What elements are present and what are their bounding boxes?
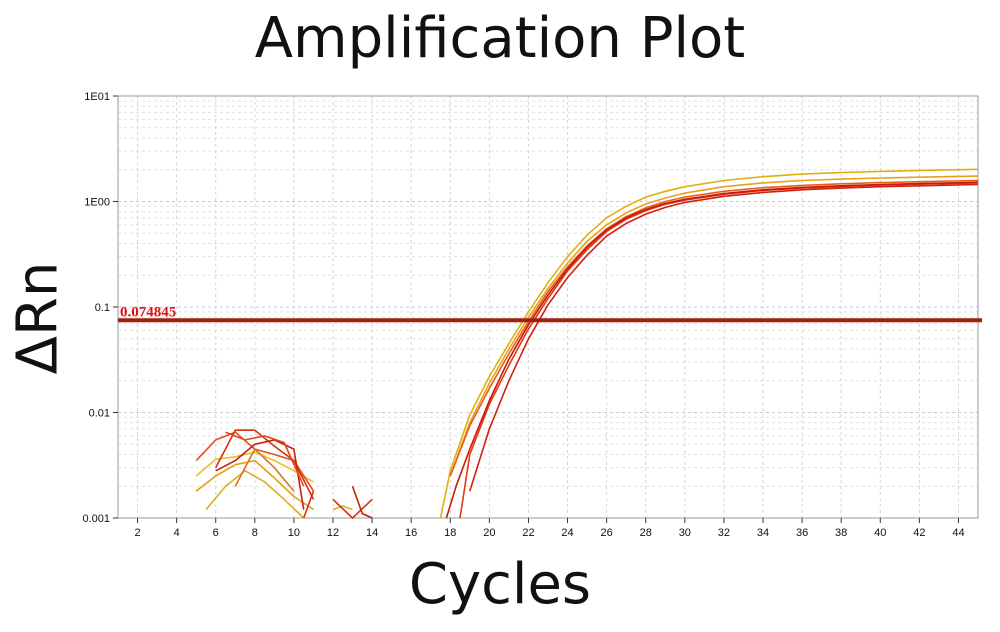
x-tick-label: 6 [213, 527, 219, 539]
series-line-16 [332, 505, 353, 511]
x-tick-label: 24 [561, 527, 573, 539]
x-tick-label: 22 [522, 527, 534, 539]
x-tick-label: 36 [796, 527, 808, 539]
x-tick-label: 38 [835, 527, 847, 539]
x-tick-label: 10 [288, 527, 300, 539]
series-line-15 [302, 490, 315, 519]
x-tick-label: 28 [640, 527, 652, 539]
series-line-11 [214, 429, 315, 500]
x-tick-label: 40 [874, 527, 886, 539]
x-tick-label: 18 [444, 527, 456, 539]
y-tick-label: 1E01 [84, 91, 110, 103]
x-tick-label: 8 [252, 527, 258, 539]
series-line-12 [215, 439, 305, 510]
y-tick-label: 0.01 [89, 408, 110, 420]
series-line-3 [449, 179, 979, 477]
x-tick-label: 26 [601, 527, 613, 539]
x-axis-ticks: 2 4 6 8 10 12 14 16 18 20 22 24 26 28 30 32 34 36 38 40 42 44 [134, 518, 965, 539]
x-axis-label: Cycles [408, 552, 592, 617]
x-tick-label: 4 [174, 527, 180, 539]
y-axis-ticks: 0.001 0.01 0.1 1E00 1E01 [82, 91, 118, 525]
series-line-7 [195, 451, 314, 483]
x-tick-label: 20 [483, 527, 495, 539]
x-tick-label: 34 [757, 527, 769, 539]
y-tick-label: 0.001 [82, 513, 110, 525]
threshold-label: 0.074845 [120, 304, 176, 320]
series-line-13 [225, 431, 305, 487]
chart-title: Amplification Plot [254, 6, 746, 71]
series-line-1 [439, 168, 979, 519]
series-line-8 [195, 459, 314, 511]
y-tick-label: 1E00 [84, 197, 110, 209]
x-tick-label: 2 [134, 527, 140, 539]
series-line-18 [351, 485, 373, 519]
x-tick-label: 16 [405, 527, 417, 539]
series-line-17 [332, 498, 373, 519]
series-line-9 [205, 469, 305, 519]
x-tick-label: 42 [913, 527, 925, 539]
x-tick-label: 30 [679, 527, 691, 539]
series-layer [195, 168, 979, 519]
series-line-5 [469, 183, 979, 492]
x-tick-label: 44 [952, 527, 964, 539]
series-line-14 [234, 448, 295, 492]
series-line-6 [445, 181, 979, 519]
x-tick-label: 12 [327, 527, 339, 539]
y-tick-label: 0.1 [95, 302, 110, 314]
x-tick-label: 14 [366, 527, 378, 539]
series-line-2 [449, 175, 979, 477]
x-tick-label: 32 [718, 527, 730, 539]
